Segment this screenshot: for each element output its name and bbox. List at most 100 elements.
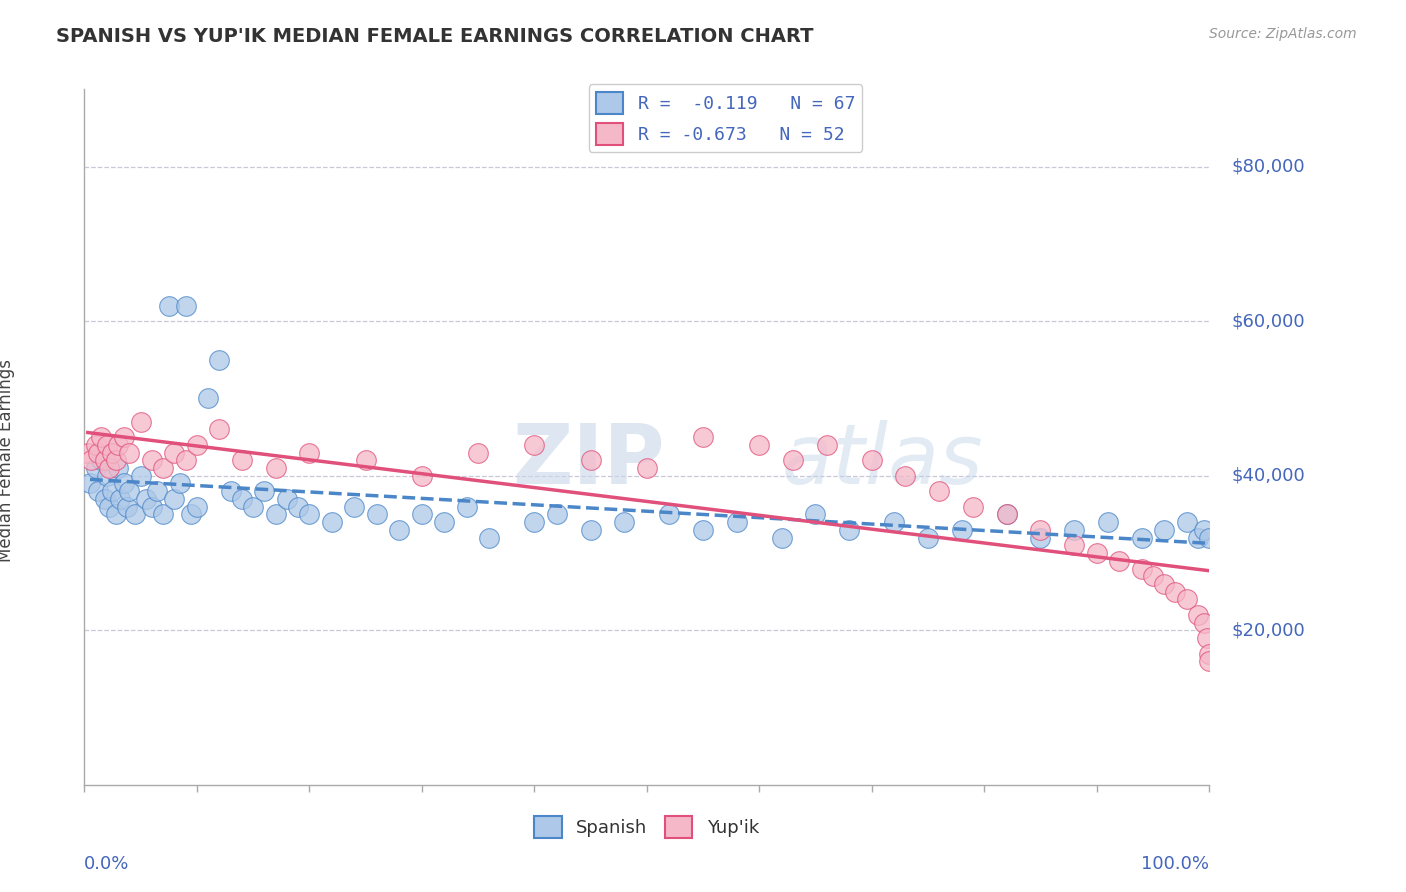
Point: [80, 453, 103, 467]
Point: [613, 515, 636, 529]
Point: [456, 500, 478, 514]
Point: [1198, 647, 1220, 661]
Point: [838, 523, 860, 537]
Point: [411, 508, 433, 522]
Point: [169, 476, 191, 491]
Point: [287, 500, 309, 514]
Point: [141, 500, 163, 514]
Point: [129, 415, 152, 429]
Point: [1097, 515, 1119, 529]
Point: [253, 484, 276, 499]
Point: [112, 476, 135, 491]
Point: [1198, 531, 1220, 545]
Point: [725, 515, 748, 529]
Point: [995, 508, 1018, 522]
Point: [93, 453, 115, 467]
Point: [197, 392, 219, 406]
Point: [276, 491, 298, 506]
Point: [1195, 631, 1218, 645]
Point: [1175, 592, 1198, 607]
Point: [1142, 569, 1164, 583]
Point: [186, 438, 208, 452]
Point: [388, 523, 411, 537]
Legend: Spanish, Yup'ik: Spanish, Yup'ik: [527, 809, 766, 846]
Point: [523, 438, 546, 452]
Point: [770, 531, 793, 545]
Point: [1063, 538, 1085, 552]
Point: [157, 299, 180, 313]
Point: [104, 453, 127, 467]
Point: [782, 453, 804, 467]
Point: [1192, 523, 1215, 537]
Text: $80,000: $80,000: [1232, 158, 1305, 176]
Point: [87, 484, 110, 499]
Point: [748, 438, 770, 452]
Point: [658, 508, 681, 522]
Point: [1153, 523, 1175, 537]
Point: [93, 491, 115, 506]
Text: Median Female Earnings: Median Female Earnings: [0, 359, 14, 562]
Point: [107, 461, 129, 475]
Point: [579, 453, 602, 467]
Point: [135, 491, 157, 506]
Point: [208, 352, 231, 367]
Text: Source: ZipAtlas.com: Source: ZipAtlas.com: [1209, 27, 1357, 41]
Point: [1063, 523, 1085, 537]
Text: $60,000: $60,000: [1232, 312, 1305, 330]
Point: [467, 445, 489, 459]
Point: [180, 508, 202, 522]
Point: [1029, 523, 1052, 537]
Point: [124, 508, 146, 522]
Point: [928, 484, 950, 499]
Point: [354, 453, 377, 467]
Point: [174, 453, 197, 467]
Point: [343, 500, 366, 514]
Point: [152, 508, 174, 522]
Point: [163, 445, 186, 459]
Point: [1187, 531, 1209, 545]
Point: [110, 491, 132, 506]
Point: [1164, 584, 1187, 599]
Point: [883, 515, 905, 529]
Point: [815, 438, 838, 452]
Text: $40,000: $40,000: [1232, 467, 1305, 484]
Point: [186, 500, 208, 514]
Point: [231, 453, 253, 467]
Point: [264, 508, 287, 522]
Point: [107, 438, 129, 452]
Point: [478, 531, 501, 545]
Point: [1029, 531, 1052, 545]
Text: atlas: atlas: [782, 420, 983, 500]
Point: [995, 508, 1018, 522]
Point: [79, 476, 101, 491]
Point: [1153, 577, 1175, 591]
Point: [118, 484, 141, 499]
Point: [76, 445, 98, 459]
Point: [101, 445, 124, 459]
Point: [433, 515, 456, 529]
Point: [208, 422, 231, 436]
Point: [1198, 654, 1220, 668]
Point: [141, 453, 163, 467]
Point: [84, 461, 107, 475]
Point: [152, 461, 174, 475]
Point: [692, 523, 714, 537]
Point: [692, 430, 714, 444]
Point: [219, 484, 242, 499]
Point: [894, 468, 917, 483]
Point: [1187, 607, 1209, 622]
Point: [523, 515, 546, 529]
Point: [96, 468, 118, 483]
Point: [366, 508, 388, 522]
Point: [242, 500, 264, 514]
Point: [298, 508, 321, 522]
Point: [112, 430, 135, 444]
Point: [962, 500, 984, 514]
Text: SPANISH VS YUP'IK MEDIAN FEMALE EARNINGS CORRELATION CHART: SPANISH VS YUP'IK MEDIAN FEMALE EARNINGS…: [56, 27, 814, 45]
Point: [1175, 515, 1198, 529]
Point: [804, 508, 827, 522]
Point: [231, 491, 253, 506]
Point: [163, 491, 186, 506]
Text: 0.0%: 0.0%: [84, 855, 129, 872]
Point: [321, 515, 343, 529]
